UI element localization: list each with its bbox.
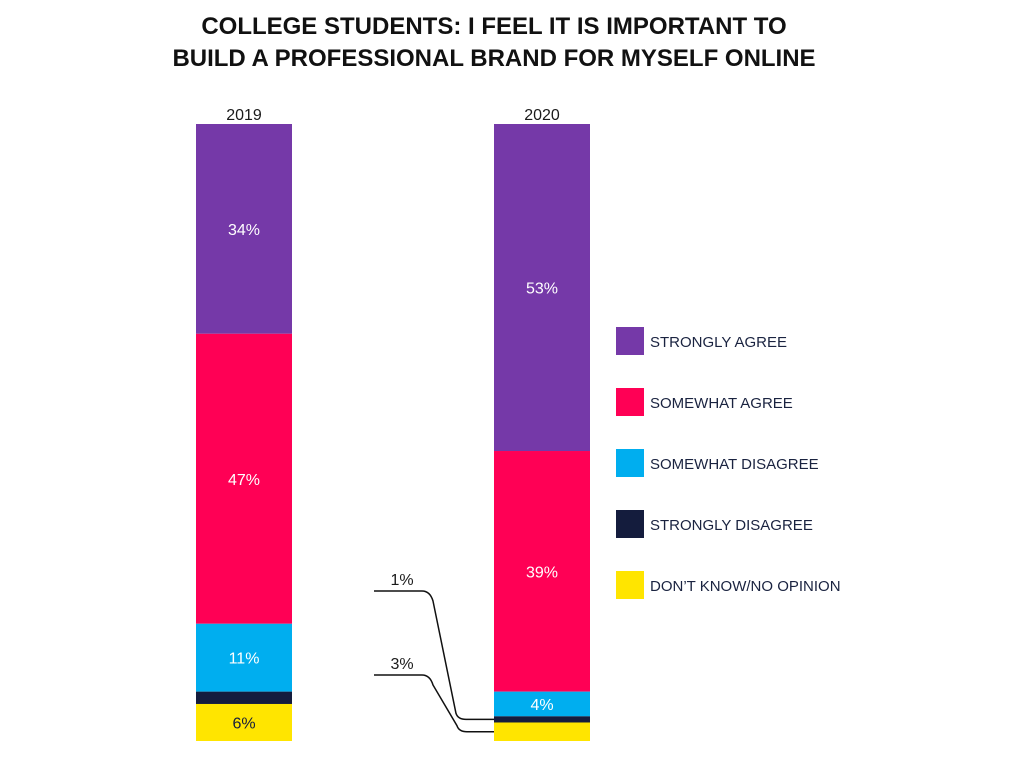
legend-label-don-t-know-no-opinion: DON’T KNOW/NO OPINION	[650, 578, 841, 595]
bar-2020-somewhat-agree	[494, 451, 590, 692]
bars-layer: 2019 34% 47% 11% 6% 2020 53% 39% 4%	[196, 107, 590, 741]
chart-title-line-2: BUILD A PROFESSIONAL BRAND FOR MYSELF ON…	[172, 45, 815, 72]
bar-2020-don-t-know-no-opinion	[494, 722, 590, 741]
callout-label-strongly-disagree: 1%	[390, 572, 413, 589]
data-label-2019-somewhat-disagree: 11%	[229, 651, 260, 668]
legend: STRONGLY AGREE SOMEWHAT AGREE SOMEWHAT DIS…	[616, 327, 841, 599]
bar-2019-strongly-disagree	[196, 691, 292, 704]
bar-2020-somewhat-disagree	[494, 691, 590, 717]
legend-swatch-somewhat-disagree	[616, 449, 644, 477]
bar-2020-strongly-disagree	[494, 716, 590, 723]
bar-2019-don-t-know-no-opinion	[196, 703, 292, 741]
callout-label-don-t-know-no-opinion: 3%	[390, 656, 413, 673]
bar-2020-strongly-agree	[494, 124, 590, 452]
legend-label-strongly-agree: STRONGLY AGREE	[650, 334, 787, 351]
legend-swatch-strongly-agree	[616, 327, 644, 355]
legend-label-strongly-disagree: STRONGLY DISAGREE	[650, 517, 813, 534]
bar-2019-somewhat-agree	[196, 333, 292, 624]
legend-swatch-strongly-disagree	[616, 510, 644, 538]
data-label-2019-somewhat-agree: 47%	[228, 472, 260, 489]
legend-label-somewhat-agree: SOMEWHAT AGREE	[650, 395, 793, 412]
category-label-2020: 2020	[524, 107, 560, 124]
legend-label-somewhat-disagree: SOMEWHAT DISAGREE	[650, 456, 819, 473]
callouts: 1% 3%	[374, 572, 494, 733]
legend-swatch-somewhat-agree	[616, 388, 644, 416]
data-label-2020-strongly-agree: 53%	[526, 281, 558, 298]
chart-title-line-1: COLLEGE STUDENTS: I FEEL IT IS IMPORTANT…	[201, 13, 786, 40]
category-label-2019: 2019	[226, 107, 262, 124]
data-label-2019-don-t-know-no-opinion: 6%	[232, 715, 255, 732]
callout-line-don-t-know-no-opinion	[374, 674, 494, 733]
callout-line-strongly-disagree	[374, 590, 494, 721]
bar-2019-somewhat-disagree	[196, 623, 292, 692]
data-label-2020-somewhat-agree: 39%	[526, 564, 558, 581]
bar-2019-strongly-agree	[196, 124, 292, 334]
data-label-2020-somewhat-disagree: 4%	[530, 697, 553, 714]
legend-swatch-don-t-know-no-opinion	[616, 571, 644, 599]
data-label-2019-strongly-agree: 34%	[228, 222, 260, 239]
